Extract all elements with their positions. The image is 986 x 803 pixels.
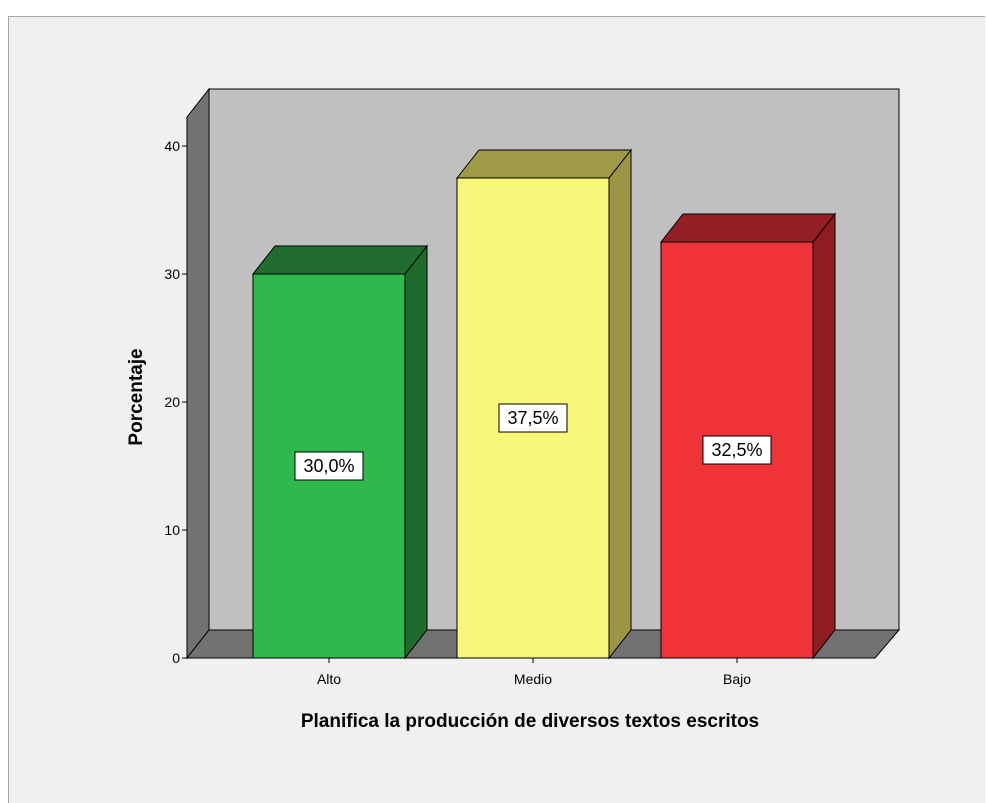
data-label-bajo-box [702, 435, 772, 465]
y-tick-label: 20 [164, 394, 180, 410]
side-wall [186, 87, 210, 660]
y-tick-label: 30 [164, 266, 180, 282]
bar-alto-side [404, 244, 428, 660]
bar-medio-top [455, 149, 633, 179]
y-axis-title: Porcentaje [126, 348, 147, 445]
data-label-alto: 30,0% [303, 456, 354, 476]
bar-bajo-top [659, 213, 837, 243]
data-label-bajo: 32,5% [711, 440, 762, 460]
bar-medio-side [608, 148, 632, 660]
data-label-medio: 37,5% [507, 408, 558, 428]
bar-alto-top [251, 245, 429, 275]
x-tick-label-medio: Medio [514, 671, 552, 687]
data-label-alto-box [294, 451, 364, 481]
y-tick-label: 10 [164, 522, 180, 538]
y-tick-label: 40 [164, 138, 180, 154]
bar-bajo-side [812, 212, 836, 660]
y-tick-label: 0 [172, 650, 180, 666]
bars-group [251, 148, 837, 660]
x-tick-label-alto: Alto [317, 671, 341, 687]
labels-group: 30,0% Alto 37,5% Medio 32,5% Bajo [294, 403, 772, 687]
data-label-medio-box [498, 403, 568, 433]
bar-chart: 0 10 20 30 40 30,0% Alto 37,5% Medio 32,5% Bajo P… [126, 87, 901, 732]
x-tick-label-bajo: Bajo [723, 671, 751, 687]
y-axis: 0 10 20 30 40 [164, 134, 188, 666]
x-axis-title: Planifica la producción de diversos text… [301, 711, 759, 732]
chart-frame: 0 10 20 30 40 30,0% Alto 37,5% Medio 32,5% Bajo P… [8, 16, 985, 803]
